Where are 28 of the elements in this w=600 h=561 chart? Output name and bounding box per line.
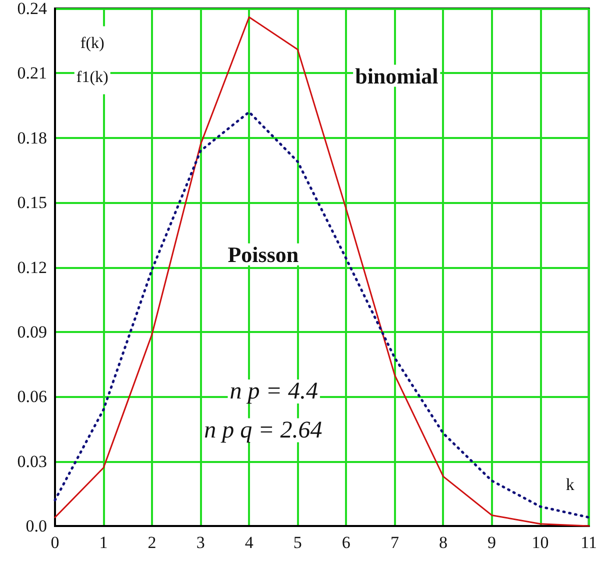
x-tick-label: 1 [99,533,108,552]
y-tick-label: 0.18 [17,128,47,148]
y-tick-label: 0.0 [26,516,47,536]
x-tick-label: 6 [342,533,350,552]
x-axis-title: k [566,475,575,494]
x-tick-label: 8 [438,533,448,552]
y-tick-label: 0.09 [17,322,47,342]
x-tick-label: 9 [488,533,496,552]
x-tick-label: 3 [196,533,205,552]
x-tick-label: 5 [293,533,302,552]
y-tick-label: 0.03 [17,452,47,471]
x-tick-label: 0 [50,533,60,552]
y-tick-label: 0.06 [17,387,47,406]
y-tick-label: 0.24 [17,0,48,18]
annotation: n p = 4.4 [230,378,318,404]
x-tick-label: 4 [244,533,254,552]
series-label: binomial [355,63,438,88]
x-tick-label: 2 [148,533,156,552]
line-series [54,110,590,519]
y-tick-label: 0.15 [17,193,47,212]
y-tick-label: 0.12 [17,258,47,277]
x-tick-label: 10 [532,533,549,552]
y-tick-label: 0.21 [17,64,47,83]
annotation: n p q = 2.64 [204,417,322,444]
x-tick-label: 11 [580,533,598,552]
x-tick-label: 7 [390,533,400,552]
y-axis-title: f(k) f1(k) [76,34,108,86]
series-label: Poisson [228,242,299,267]
